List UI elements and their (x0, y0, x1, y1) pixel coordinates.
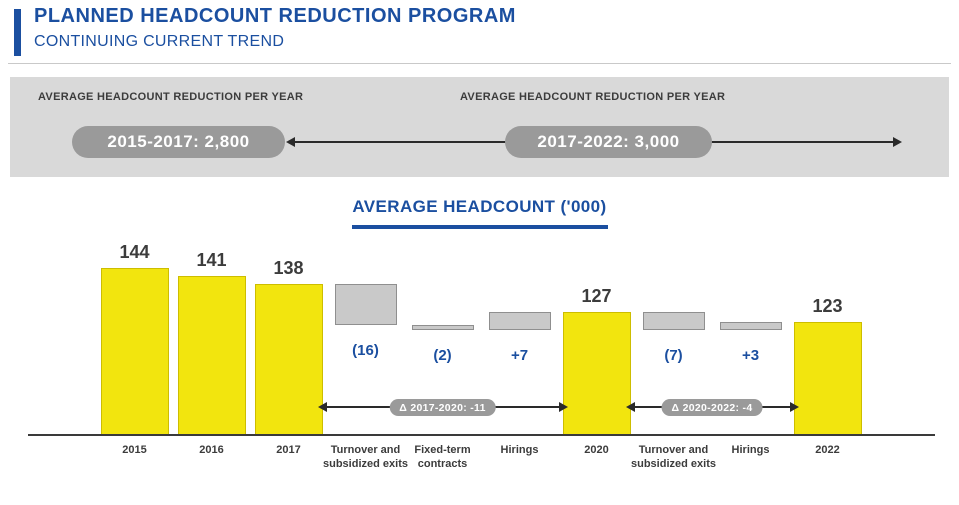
x-axis-label: 2022 (815, 444, 840, 456)
total-bar (177, 276, 246, 435)
value-label: 138 (273, 257, 304, 278)
x-axis-label: 2016 (199, 444, 224, 456)
chart-column: 141 2016 (173, 230, 250, 456)
value-label: 123 (812, 296, 843, 317)
value-label: 141 (196, 250, 227, 271)
delta-annotation-pill: Δ 2020-2022: -4 (661, 399, 763, 416)
delta-value-label: (2) (433, 346, 452, 364)
total-bar (793, 322, 862, 435)
delta-bar (642, 312, 705, 330)
delta-bar (334, 283, 397, 325)
value-label: 144 (119, 242, 150, 263)
range-pill-2017-2022: 2017-2022: 3,000 (505, 126, 712, 158)
reduction-label-right: AVERAGE HEADCOUNT REDUCTION PER YEAR (460, 91, 726, 103)
chart-column: 127 2020 (558, 230, 635, 456)
delta-bar (719, 322, 782, 330)
x-axis-label: 2015 (122, 444, 147, 456)
chart-column: (2) Fixed-term contracts (404, 230, 481, 470)
chart-column: +7 Hirings (481, 230, 558, 456)
chart-column: 138 2017 (250, 230, 327, 456)
chart-column: 144 2015 (96, 230, 173, 456)
page-subtitle: CONTINUING CURRENT TREND (34, 33, 285, 50)
summary-band: AVERAGE HEADCOUNT REDUCTION PER YEAR AVE… (10, 77, 949, 177)
chart-column: 123 2022 (789, 230, 866, 456)
waterfall-chart: 144 2015 141 2016 138 2017 (16) Turnover and su… (96, 230, 866, 470)
x-axis-label: Turnover and subsidized exits (323, 444, 408, 471)
x-axis-label: Hirings (500, 444, 539, 456)
delta-value-label: +7 (510, 346, 529, 364)
page-title: PLANNED HEADCOUNT REDUCTION PROGRAM (34, 5, 516, 27)
total-bar (254, 283, 323, 435)
chart-title: AVERAGE HEADCOUNT ('000) (352, 197, 607, 216)
header-divider (8, 63, 951, 64)
range-pill-2015-2017: 2015-2017: 2,800 (72, 126, 285, 158)
delta-bar (411, 324, 474, 330)
delta-bar (488, 312, 551, 330)
reduction-label-left: AVERAGE HEADCOUNT REDUCTION PER YEAR (38, 91, 304, 103)
total-bar (562, 312, 631, 435)
chart-column: (16) Turnover and subsidized exits (323, 230, 408, 470)
x-axis-label: Fixed-term contracts (414, 444, 471, 471)
x-axis-label: 2020 (584, 444, 609, 456)
delta-value-label: (16) (352, 341, 379, 359)
x-axis-line (28, 434, 935, 436)
chart-title-underline (352, 225, 608, 229)
chart-column: (7) Turnover and subsidized exits (631, 230, 716, 470)
x-axis-label: Hirings (731, 444, 770, 456)
x-axis-label: 2017 (276, 444, 301, 456)
delta-value-label: (7) (664, 346, 683, 364)
x-axis-label: Turnover and subsidized exits (631, 444, 716, 471)
value-label: 127 (581, 286, 612, 306)
delta-value-label: +3 (741, 346, 760, 364)
title-accent-bar (14, 9, 21, 56)
chart-column: +3 Hirings (712, 230, 789, 456)
total-bar (100, 268, 169, 435)
delta-annotation-pill: Δ 2017-2020: -11 (389, 399, 496, 416)
